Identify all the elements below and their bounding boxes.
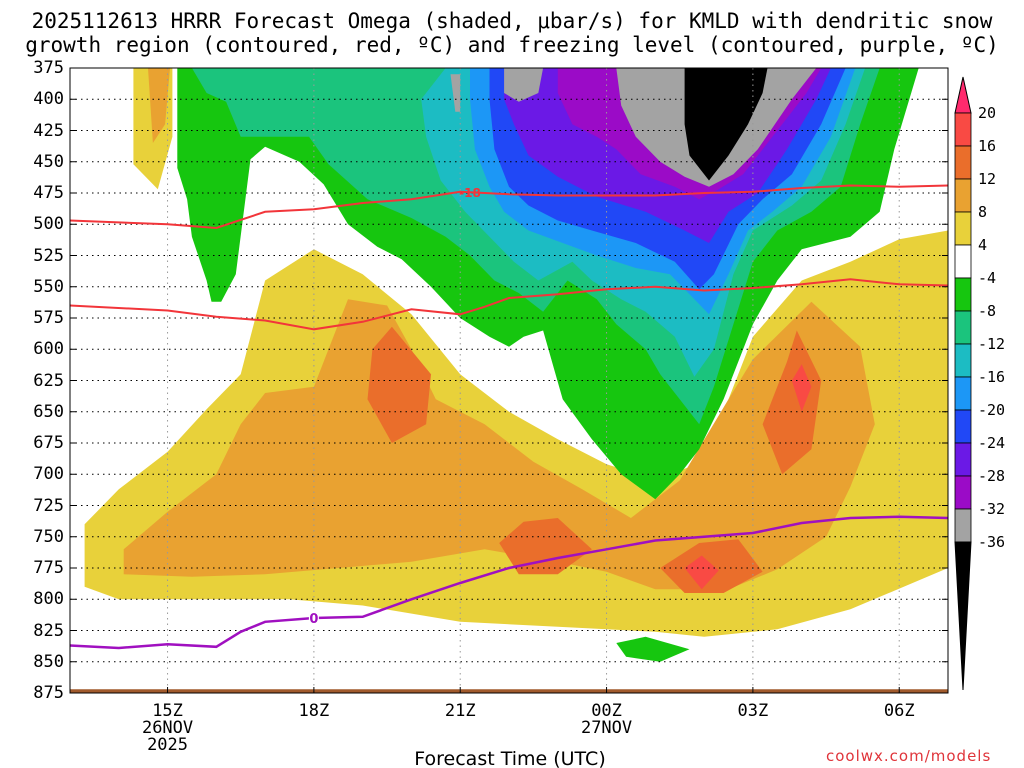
colorbar-label: -20: [978, 401, 1006, 419]
chart-title-line1: 2025112613 HRRR Forecast Omega (shaded, …: [31, 9, 993, 33]
freezing-level-contour: [69, 515, 949, 650]
colorbar-label: -32: [978, 500, 1006, 518]
dgz-contour-1: [69, 278, 949, 331]
ytick-label: 625: [33, 370, 64, 391]
ytick-label: 875: [33, 683, 64, 703]
x-axis-title: Forecast Time (UTC): [414, 748, 606, 768]
colorbar-swatch-12: [954, 475, 972, 510]
xtick-label-line1: 03Z: [737, 701, 769, 721]
colorbar-top-arrow: [954, 76, 972, 114]
xtick-label-line2: 27NOV: [580, 718, 633, 738]
colorbar-label: -16: [978, 368, 1006, 386]
omega-region-gray-sliver: [450, 74, 461, 112]
colorbar-swatch-7: [954, 310, 972, 345]
colorbar-label: 4: [978, 236, 988, 254]
colorbar-swatch-5: [954, 244, 972, 279]
ytick-label: 500: [33, 214, 64, 235]
xtick-label-line2: 26NOV: [141, 718, 194, 738]
freezing-label-bg: [308, 611, 319, 625]
ytick-label: 800: [33, 589, 64, 610]
ytick-label: 700: [33, 464, 64, 485]
colorbar-label: -36: [978, 533, 1006, 551]
credit-link[interactable]: coolwx.com/models: [826, 747, 992, 765]
ytick-label: 400: [33, 89, 64, 110]
omega-region-8: [123, 299, 875, 590]
ytick-label: 575: [33, 308, 64, 328]
ytick-label: 425: [33, 120, 64, 141]
xtick-label: 21Z: [420, 703, 500, 720]
omega-region-16-b: [791, 364, 812, 412]
colorbar-swatch-8: [954, 343, 972, 378]
ytick-label: 475: [33, 183, 64, 203]
colorbar-swatch-13: [954, 508, 972, 543]
omega-region-neg8-small: [616, 636, 690, 662]
colorbar-label: -24: [978, 434, 1006, 452]
ytick-label: 600: [33, 339, 64, 360]
colorbar-swatch-6: [954, 277, 972, 312]
colorbar-label: 8: [978, 203, 988, 221]
colorbar-bottom-arrow: [954, 541, 972, 691]
xtick-label: 06Z: [859, 703, 939, 720]
xtick-label-line1: 18Z: [298, 701, 330, 721]
colorbar-swatch-1: [954, 112, 972, 147]
ytick-label: 650: [33, 401, 64, 422]
ytick-label: 375: [33, 58, 64, 78]
ytick-label: 550: [33, 276, 64, 297]
dgz-contour-label: -18: [459, 186, 481, 200]
ytick-label: 750: [33, 526, 64, 547]
ytick-label: 450: [33, 151, 64, 172]
omega-region-12-d: [762, 330, 822, 475]
ytick-label: 825: [33, 620, 64, 641]
omega-region-12-a: [367, 326, 431, 443]
colorbar-label: 20: [978, 104, 997, 122]
colorbar-label: 12: [978, 170, 997, 188]
colorbar-swatch-4: [954, 211, 972, 246]
xtick-label-line1: 15Z: [152, 701, 183, 721]
xtick-label: 00Z 27NOV: [567, 703, 647, 737]
omega-region-8-top: [148, 68, 170, 143]
omega-region-gray-patch: [504, 68, 544, 102]
terrain-floor: [70, 689, 948, 693]
ytick-label: 775: [33, 558, 64, 578]
xtick-label-line1: 06Z: [883, 701, 915, 721]
omega-region-neg40: [684, 68, 768, 181]
colorbar-swatch-11: [954, 442, 972, 477]
xtick-label: 15Z 26NOV 2025: [128, 703, 208, 754]
freezing-level-label: 0: [309, 612, 318, 627]
ytick-label: 525: [33, 245, 64, 266]
colorbar-label: -4: [978, 269, 997, 287]
colorbar-swatch-2: [954, 145, 972, 180]
ytick-label: 850: [33, 651, 64, 672]
ytick-label: 675: [33, 433, 64, 453]
colorbar-label: 16: [978, 137, 997, 155]
chart-title-line2: growth region (contoured, red, ºC) and f…: [25, 33, 999, 57]
omega-region-12-b: [499, 518, 592, 575]
colorbar-label: -12: [978, 335, 1006, 353]
dgz-contour-0: [69, 184, 949, 230]
colorbar-label: -8: [978, 302, 997, 320]
omega-region-16-a: [684, 555, 719, 590]
ytick-label: 725: [33, 495, 64, 516]
colorbar-swatch-3: [954, 178, 972, 213]
colorbar-label: -28: [978, 467, 1006, 485]
xtick-label-line1: 00Z: [591, 701, 622, 721]
colorbar-swatch-9: [954, 376, 972, 411]
xtick-label-line3: 2025: [147, 735, 189, 755]
xtick-label: 03Z: [713, 703, 793, 720]
colorbar-swatch-10: [954, 409, 972, 444]
xtick-label: 18Z: [274, 703, 354, 720]
xtick-label-line1: 21Z: [444, 701, 476, 721]
